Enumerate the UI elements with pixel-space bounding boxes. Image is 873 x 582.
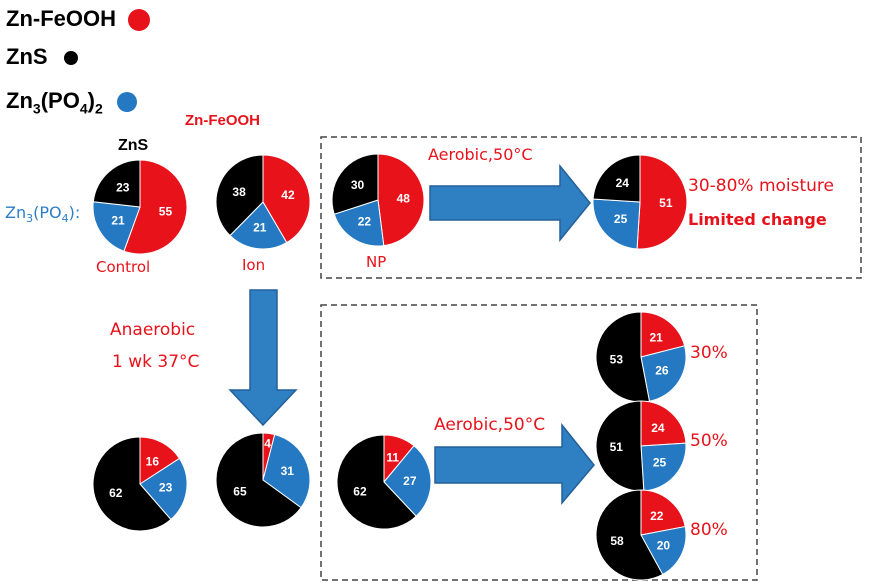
anaerobic-label-line2: 1 wk 37°C [112,352,200,372]
pie-label-np-zn-feooh: 48 [397,191,411,205]
pie-label-ion-zn3po42: 21 [253,221,267,235]
pie-label-np-anaerobic-aerobic-30-zn-feooh: 21 [649,330,663,344]
pie-label-np-anaerobic-aerobic-30-zn3po42: 26 [655,363,669,377]
pie-label-np-anaerobic-zn-feooh: 11 [386,451,399,465]
arrow-right-top [429,163,591,243]
pie-label-np-aerobic-zn3po42: 25 [614,212,628,226]
np-label: NP [366,253,387,271]
pie-label-control-zn3po42: 21 [111,214,125,228]
moisture-label: 30-80% moisture [688,176,835,196]
legend-label-zns: ZnS [6,44,48,69]
zns-header: ZnS [118,137,149,154]
pie-label-control-anaerobic-zn-feooh: 16 [146,454,160,468]
pct-50-label: 50% [690,431,728,451]
pie-label-np-anaerobic-aerobic-80-zn3po42: 20 [657,539,671,553]
pie-label-np-anaerobic-aerobic-50-zns: 51 [610,440,624,454]
legend-label-zn3po42: Zn3(PO4)2 [6,88,103,117]
pie-label-ion-anaerobic-zn3po42: 31 [281,464,295,478]
pie-label-ion-zn-feooh: 42 [281,188,295,202]
pie-slice-np-zn3po42 [333,199,385,247]
legend-item-zns: ZnS [6,44,78,70]
pie-label-control-anaerobic-zn3po42: 23 [159,481,173,495]
pct-80-label: 80% [690,520,728,540]
pie-slice-control-anaerobic-zns [92,436,172,532]
pie-label-np-aerobic-zns: 24 [616,176,630,190]
legend-swatch-zn3po42 [116,92,137,113]
limited-change-label: Limited change [688,210,827,229]
pct-30-label: 30% [690,343,728,363]
pie-slice-np-anaerobic-aerobic-80-zn-feooh [640,489,686,536]
control-label: Control [96,258,151,276]
arrow-down [228,289,298,427]
pie-label-np-anaerobic-zns: 62 [353,485,367,499]
legend-label-zn-feooh: Zn-FeOOH [6,6,116,31]
aerobic-bottom-box [320,304,758,581]
arrow-right-bottom [434,422,595,506]
pie-slice-ion-zn-feooh [262,154,311,244]
pie-label-np-zn3po42: 22 [358,214,372,228]
pie-slice-np-anaerobic-aerobic-50-zns [595,400,645,492]
aerobic-top-label: Aerobic,50°C [428,145,533,164]
zn-feooh-header: Zn-FeOOH [185,112,260,129]
anaerobic-label-line1: Anaerobic [110,320,196,340]
pie-slice-control-zn-feooh [123,159,188,255]
pie-slice-np-anaerobic-aerobic-80-zns [595,489,664,581]
pie-slice-np-anaerobic-zn3po42 [383,445,432,517]
zn3po42-side-label: Zn3(PO4): [5,203,81,226]
pie-label-control-anaerobic-zns: 62 [109,486,123,500]
pie-label-np-anaerobic-aerobic-30-zns: 53 [610,352,624,366]
ion-label: Ion [242,256,266,274]
pie-label-ion-anaerobic-zns: 65 [233,485,247,499]
pie-slice-control-zn3po42 [92,201,141,252]
pie-label-np-anaerobic-aerobic-50-zn3po42: 25 [653,455,667,469]
pie-slice-np-anaerobic-aerobic-50-zn-feooh [640,400,687,447]
pie-slice-np-zn-feooh [377,153,425,247]
pie-slice-np-anaerobic-aerobic-30-zns [595,311,651,403]
legend-item-zn3po42: Zn3(PO4)2 [6,88,137,116]
pie-label-control-zns: 23 [116,181,130,195]
pie-slice-control-anaerobic-zn-feooh [139,436,181,485]
pie-slice-ion-zn3po42 [229,201,288,250]
pie-slice-np-aerobic-zn-feooh [636,154,688,250]
pie-slice-np-aerobic-zn3po42 [592,198,641,250]
pie-slice-ion-zns [215,154,264,237]
legend-swatch-zns [63,51,78,66]
pie-slice-np-anaerobic-zns [336,434,417,530]
pie-slice-np-zns [331,153,379,215]
pie-label-np-aerobic-zn-feooh: 51 [659,196,673,210]
pie-label-np-anaerobic-zn3po42: 27 [403,474,417,488]
pie-slice-np-anaerobic-aerobic-80-zn3po42 [640,525,687,576]
pie-label-ion-zns: 38 [232,185,246,199]
aerobic-top-box [320,136,862,279]
pie-label-np-anaerobic-aerobic-50-zn-feooh: 24 [651,421,665,435]
pie-label-control-zn-feooh: 55 [159,204,173,218]
pie-slice-np-anaerobic-aerobic-30-zn3po42 [640,345,687,402]
pie-slice-control-anaerobic-zn3po42 [139,457,188,521]
pie-slice-ion-anaerobic-zn3po42 [262,433,311,509]
pie-slice-ion-anaerobic-zns [215,432,302,528]
pie-slice-np-aerobic-zns [592,154,641,203]
legend-item-zn-feooh: Zn-FeOOH [6,6,151,32]
pie-label-np-anaerobic-aerobic-80-zn-feooh: 22 [650,509,664,523]
pie-label-ion-anaerobic-zn-feooh: 4 [264,437,271,451]
aerobic-bottom-label: Aerobic,50°C [434,415,546,435]
pie-label-np-anaerobic-aerobic-80-zns: 58 [610,534,624,548]
legend-swatch-zn-feooh [128,9,151,32]
pie-slice-control-zns [92,159,141,208]
pie-label-np-zns: 30 [351,178,365,192]
pie-slice-np-anaerobic-aerobic-30-zn-feooh [640,311,686,358]
